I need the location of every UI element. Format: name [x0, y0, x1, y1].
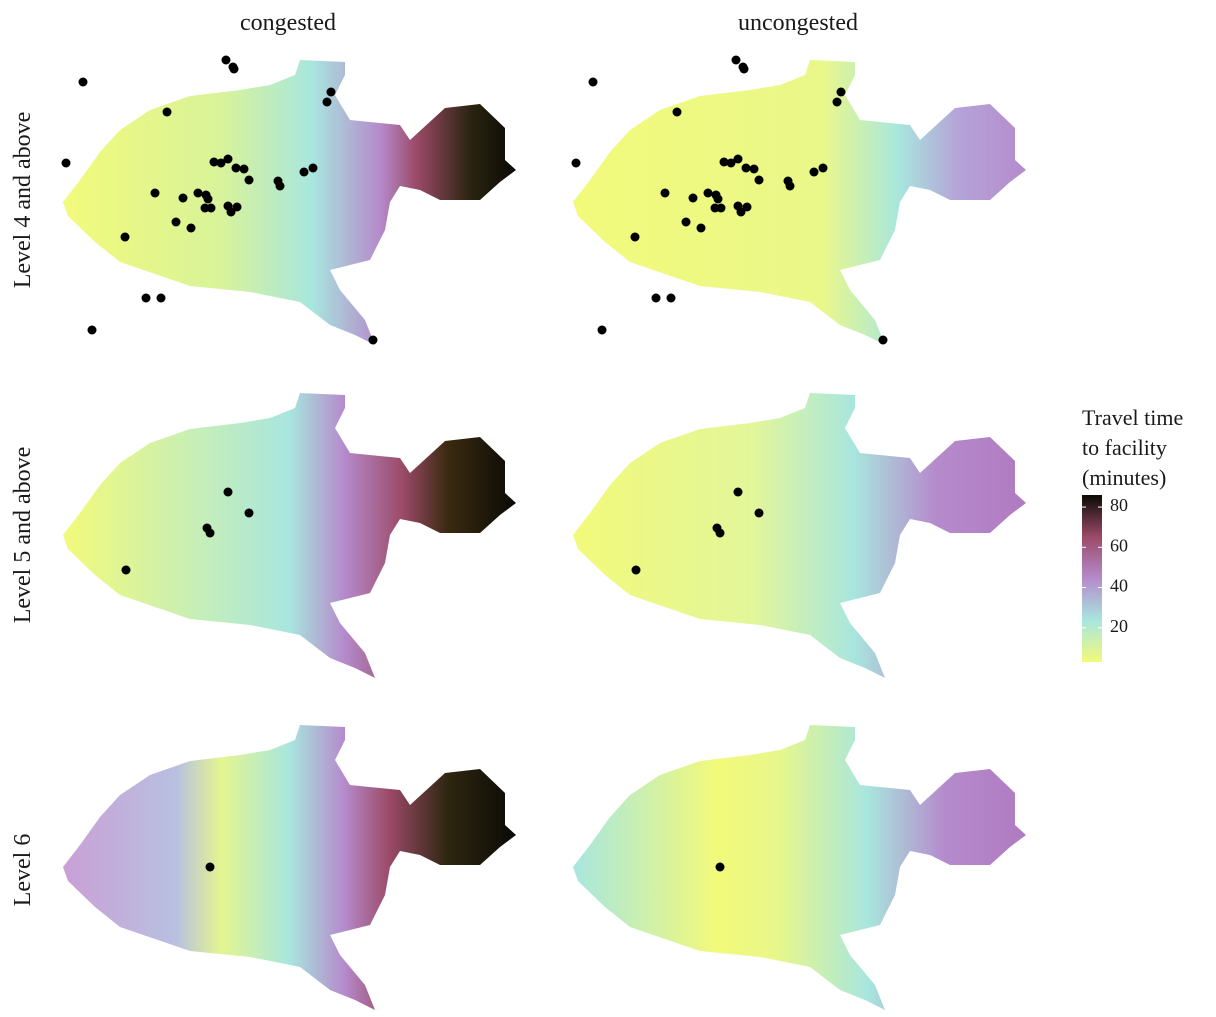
facility-points	[206, 863, 215, 872]
column-label: congested	[240, 10, 336, 36]
map-panel	[63, 393, 516, 678]
page: {"column_labels": ["congested", "unconge…	[0, 0, 1216, 1017]
map-panel	[63, 725, 516, 1010]
row-label: Level 4 and above	[10, 112, 36, 289]
legend-title: Travel time	[1082, 405, 1183, 430]
map-panel	[573, 393, 1026, 678]
row-label: Level 6	[10, 834, 36, 907]
row-label: Level 5 and above	[10, 447, 36, 624]
legend-title: to facility	[1082, 435, 1167, 460]
figure: congested uncongested Level 4 and above …	[0, 0, 1216, 1017]
colorbar-tick-label: 40	[1110, 576, 1128, 596]
colorbar	[1082, 495, 1102, 662]
column-label: uncongested	[738, 10, 858, 36]
colorbar-tick-label: 20	[1110, 616, 1128, 636]
map-panel	[573, 725, 1026, 1010]
map-panel	[573, 60, 1026, 345]
map-panel	[63, 60, 516, 345]
colorbar-tick-label: 80	[1110, 495, 1128, 515]
legend-title: (minutes)	[1082, 465, 1166, 490]
facility-points	[716, 863, 725, 872]
colorbar-tick-label: 60	[1110, 535, 1128, 555]
